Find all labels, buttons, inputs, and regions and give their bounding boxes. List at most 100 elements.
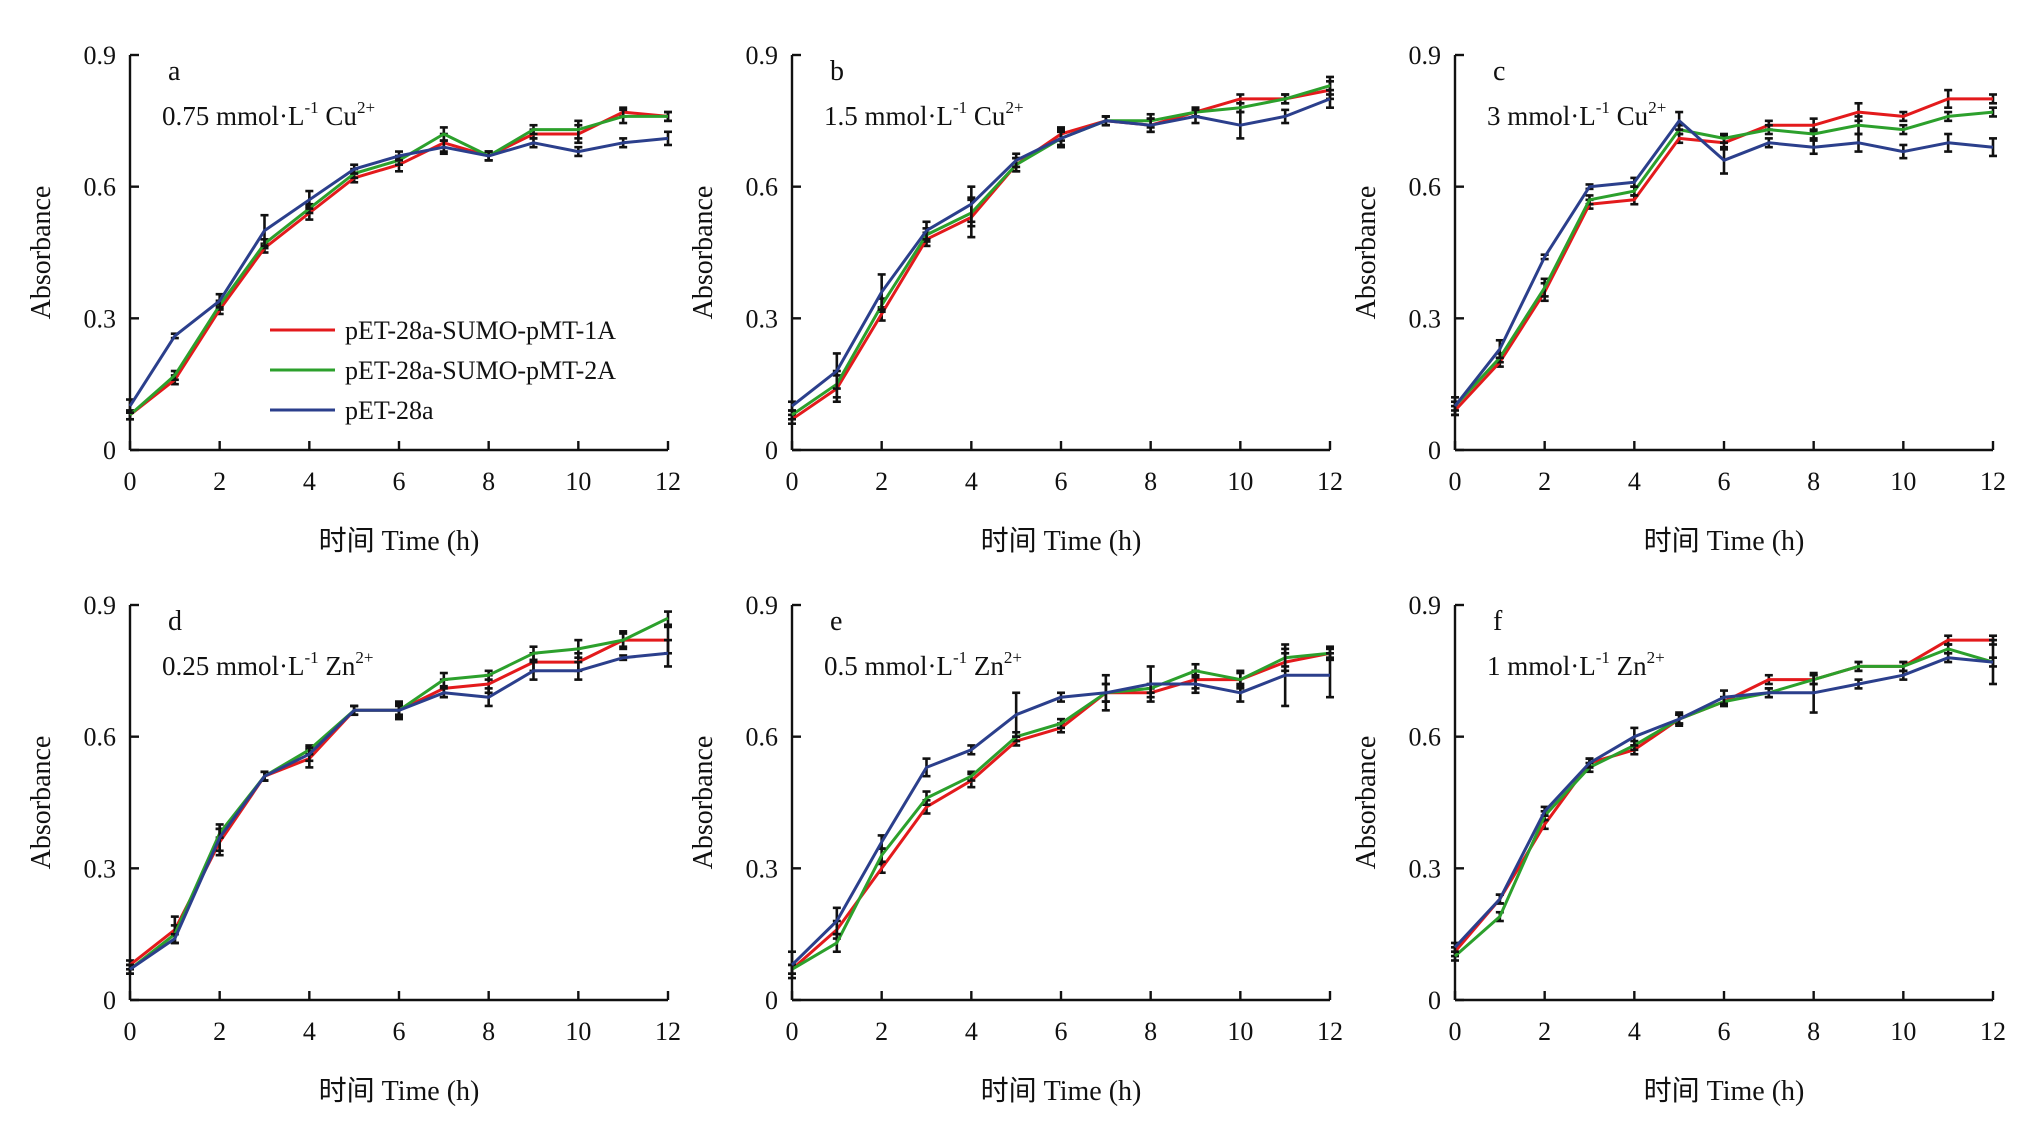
y-tick-label: 0.3 [84,854,117,883]
x-tick-label: 0 [124,1017,137,1046]
series-line [790,673,1330,966]
x-tick-label: 0 [1449,467,1462,496]
panel-letter: d [168,606,182,637]
x-tick-label: 10 [565,467,591,496]
series-line [791,651,1331,971]
x-axis-title: 时间 Time (h) [319,525,480,557]
x-tick-label: 6 [393,1017,406,1046]
x-tick-label: 6 [393,467,406,496]
series-1 [1451,634,1997,958]
condition-sup-1: -1 [953,648,967,667]
x-tick-label: 4 [965,1017,978,1046]
x-tick-label: 6 [1055,1017,1068,1046]
y-tick-label: 0.3 [1409,304,1442,333]
panel-f: 0 0.3 0.6 0.9 0 2 4 6 8 10 12 Absorbance 时间 Time (h)… [1351,591,2006,1107]
panel-c: 0 0.3 0.6 0.9 0 2 4 6 8 10 12 Absorbance 时间 Time (h)… [1351,41,2006,557]
x-tick-label: 2 [1538,1017,1551,1046]
x-tick-label: 10 [1890,467,1916,496]
y-axis-title: Absorbance [26,736,57,870]
x-tick-label: 12 [1317,1017,1343,1046]
y-tick-label: 0.6 [84,173,117,202]
x-tick-label: 8 [482,467,495,496]
series-line [129,651,669,971]
y-tick-label: 0.9 [84,41,117,70]
y-tick-label: 0.6 [1409,723,1442,752]
x-tick-label: 2 [875,1017,888,1046]
x-tick-label: 0 [786,1017,799,1046]
condition-label: 3 mmol·L-1 Cu2+ [1487,98,1666,131]
condition-ion: Zn [319,651,356,681]
y-tick-label: 0.6 [746,723,779,752]
condition-sup-2: 2+ [1005,98,1023,117]
error-bar [664,610,672,627]
x-axis-title: 时间 Time (h) [981,1075,1142,1107]
series-3 [126,638,672,975]
series-line [1453,656,1994,949]
y-tick-label: 0.3 [746,304,779,333]
condition-ion: Cu [1610,101,1649,131]
condition-sup-2: 2+ [1647,648,1665,667]
series-line [128,136,669,407]
y-tick-label: 0.3 [746,854,779,883]
y-tick-label: 0.9 [1409,591,1442,620]
panel-letter: c [1493,56,1505,87]
legend: pET-28a-SUMO-pMT-1A pET-28a-SUMO-pMT-2A pE… [270,316,616,425]
condition-text: 0.5 mmol·L [824,651,953,681]
error-bar [664,130,672,147]
panel-a: 0 0.3 0.6 0.9 0 2 4 6 8 10 12 Absorbance 时间 Time (h)… [26,41,681,557]
x-tick-label: 12 [1980,467,2006,496]
condition-text: 1.5 mmol·L [824,101,953,131]
y-axis-title: Absorbance [1351,186,1382,320]
condition-text: 3 mmol·L [1487,101,1596,131]
y-axis-title: Absorbance [1351,736,1382,870]
series-3 [1451,638,1997,954]
x-tick-label: 8 [1144,467,1157,496]
x-tick-label: 10 [1890,1017,1916,1046]
condition-label: 0.75 mmol·L-1 Cu2+ [162,98,375,131]
x-tick-label: 2 [875,467,888,496]
x-tick-label: 0 [786,467,799,496]
x-tick-label: 12 [655,1017,681,1046]
x-tick-label: 12 [1980,1017,2006,1046]
x-tick-label: 10 [1227,1017,1253,1046]
legend-label: pET-28a-SUMO-pMT-1A [345,316,616,345]
panel-b: 0 0.3 0.6 0.9 0 2 4 6 8 10 12 Absorbance 时间 Time (h)… [688,41,1343,557]
y-tick-label: 0.3 [84,304,117,333]
x-tick-label: 8 [1144,1017,1157,1046]
series-line [129,638,668,967]
series-3 [788,88,1334,412]
error-bar [1989,106,1997,118]
y-tick-label: 0 [1428,436,1441,465]
condition-label: 1 mmol·L-1 Zn2+ [1487,648,1665,681]
y-tick-label: 0 [765,436,778,465]
condition-label: 0.25 mmol·L-1 Zn2+ [162,648,374,681]
y-tick-label: 0 [103,436,116,465]
x-axis-title: 时间 Time (h) [1644,525,1805,557]
condition-sup-2: 2+ [1648,98,1666,117]
panel-d: 0 0.3 0.6 0.9 0 2 4 6 8 10 12 Absorbance 时间 Time (h)… [26,591,681,1107]
legend-label: pET-28a-SUMO-pMT-2A [345,356,616,385]
y-tick-label: 0.6 [1409,173,1442,202]
x-tick-label: 4 [303,1017,316,1046]
y-tick-label: 0.3 [1409,854,1442,883]
condition-label: 1.5 mmol·L-1 Cu2+ [824,98,1024,131]
y-tick-label: 0.6 [84,723,117,752]
condition-sup-1: -1 [305,98,319,117]
x-tick-label: 12 [1317,467,1343,496]
condition-ion: Zn [1610,651,1647,681]
panel-letter: e [830,606,842,637]
condition-ion: Zn [967,651,1004,681]
x-tick-label: 2 [1538,467,1551,496]
error-bar [788,400,796,412]
x-tick-label: 4 [1628,1017,1641,1046]
x-tick-label: 10 [565,1017,591,1046]
panel-letter: b [830,56,844,87]
x-tick-label: 6 [1055,467,1068,496]
series-line [791,97,1331,408]
y-tick-label: 0 [765,986,778,1015]
legend-label: pET-28a [345,396,434,425]
y-tick-label: 0.9 [746,41,779,70]
condition-ion: Cu [319,101,358,131]
x-tick-label: 4 [965,467,978,496]
